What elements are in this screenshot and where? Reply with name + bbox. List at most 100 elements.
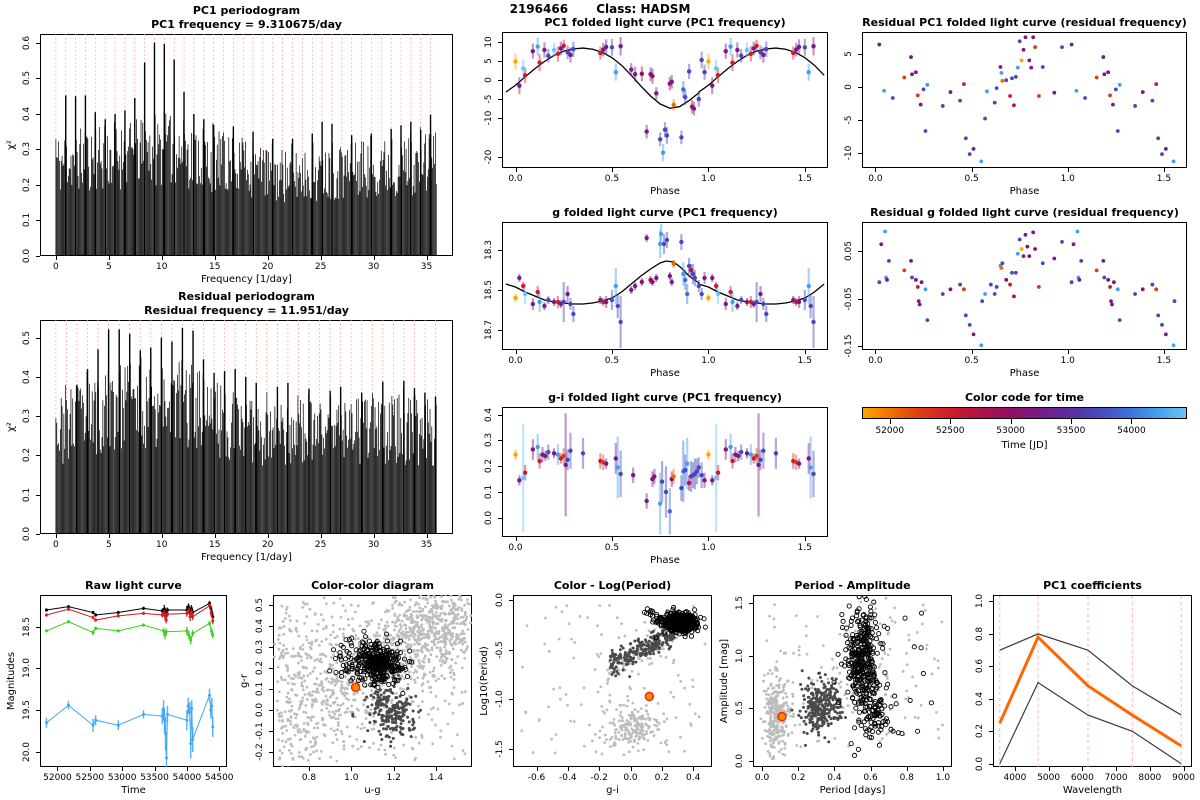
time_legend-tick-label: 53500 [1056, 426, 1086, 436]
raw_light_curve-title: Raw light curve [85, 579, 182, 592]
residual_periodogram-title-sub: Residual frequency = 11.951/day [144, 304, 349, 317]
residual_pc1_folded-x-tickmark [971, 168, 973, 172]
residual_pc1_folded-y-tick-label: 0 [844, 83, 854, 90]
raw_light_curve-x-tickmark [154, 767, 156, 771]
pc1_periodogram-x-tick-label: 30 [367, 262, 380, 272]
time_legend-gradient-bar [862, 407, 1187, 419]
raw_light_curve-canvas [40, 595, 227, 767]
period_amplitude-x-tickmark [942, 767, 944, 771]
residual_periodogram-x-tickmark [108, 534, 110, 538]
color_logperiod-x-tick-label: 0.4 [686, 773, 701, 783]
pc1_periodogram-x-tickmark [55, 256, 57, 260]
raw_light_curve-y-tickmark [36, 668, 40, 670]
residual_pc1_folded-y-tickmark [858, 86, 862, 88]
residual_pc1_folded-x-tickmark [1067, 168, 1069, 172]
pc1_coefficients-canvas [993, 595, 1192, 767]
pc1_folded-x-tickmark [515, 168, 517, 172]
residual_pc1_folded-x-axis-label: Phase [1009, 186, 1040, 197]
gi_folded-x-tick-label: 0.0 [508, 543, 523, 553]
color_color-y-tickmark [269, 710, 273, 712]
pc1_folded-y-tickmark [498, 79, 502, 81]
pc1_periodogram-x-tickmark [267, 256, 269, 260]
pc1_folded-x-tick-label: 0.0 [508, 174, 523, 184]
time_legend-tick-label: 53000 [996, 426, 1025, 436]
pc1_coefficients-x-tick-label: 8000 [1138, 773, 1162, 783]
pc1_periodogram-x-tick-label: 5 [105, 262, 112, 272]
color_color-y-tick-label: 0.5 [255, 598, 265, 613]
figure-title: 2196466 Class: HADSM [300, 2, 900, 16]
residual_pc1_folded-canvas [862, 32, 1187, 168]
gi_folded-canvas [502, 407, 828, 537]
period_amplitude-x-tick-label: 0.8 [899, 773, 914, 783]
period_amplitude-y-tick-label: 1.0 [735, 648, 745, 663]
pc1_coefficients-y-tickmark [989, 633, 993, 635]
pc1_periodogram-y-tick-label: 0.5 [22, 71, 32, 86]
residual_pc1_folded-x-tick-label: 0.5 [964, 174, 979, 184]
gi_folded-x-tickmark [708, 537, 710, 541]
pc1_coefficients-x-tickmark [1082, 767, 1084, 771]
residual_pc1_folded-x-tick-label: 0.0 [868, 174, 883, 184]
time_legend-tick-label: 52500 [935, 426, 965, 436]
pc1_periodogram-y-tickmark [36, 42, 40, 44]
object-id: 2196466 [509, 2, 569, 16]
raw_light_curve-x-tick-label: 53000 [107, 773, 137, 783]
color_logperiod-x-tickmark [599, 767, 601, 771]
residual_periodogram-x-tick-label: 35 [420, 540, 433, 550]
pc1_coefficients-x-tickmark [1116, 767, 1118, 771]
residual_periodogram-y-tickmark [36, 494, 40, 496]
g_folded-x-tickmark [708, 350, 710, 354]
period_amplitude-x-tickmark [906, 767, 908, 771]
residual_periodogram-y-tick-label: 0.3 [22, 409, 32, 424]
period_amplitude-x-tickmark [870, 767, 872, 771]
raw_light_curve-y-tickmark [36, 751, 40, 753]
color_logperiod-y-tick-label: 0.0 [495, 592, 505, 608]
residual_periodogram-y-tick-label: 0.4 [22, 369, 32, 385]
pc1_folded-y-tickmark [498, 156, 502, 158]
residual_pc1_folded-y-tick-label: 5 [844, 50, 854, 57]
class-label: Class: HADSM [596, 2, 691, 16]
pc1_coefficients-x-tick-label: 6000 [1070, 773, 1094, 783]
time_legend-tickmark [1010, 419, 1012, 424]
g_folded-title: g folded light curve (PC1 frequency) [552, 206, 778, 219]
color_logperiod-x-tickmark [661, 767, 663, 771]
g_folded-x-tick-label: 1.5 [797, 356, 812, 366]
period_amplitude-x-tickmark [762, 767, 764, 771]
pc1_coefficients-y-tickmark [989, 731, 993, 733]
pc1_periodogram-x-tick-label: 10 [156, 262, 168, 272]
time_legend-tickmark [889, 419, 891, 424]
residual_g_folded-x-axis-label: Phase [1009, 368, 1040, 379]
pc1_folded-title: PC1 folded light curve (PC1 frequency) [544, 16, 786, 29]
pc1_periodogram-x-tickmark [108, 256, 110, 260]
raw_light_curve-y-tickmark [36, 626, 40, 628]
gi_folded-y-tickmark [498, 491, 502, 493]
residual_g_folded-x-tick-label: 0.0 [868, 356, 883, 366]
pc1_folded-canvas [502, 32, 828, 168]
color_logperiod-x-tickmark [536, 767, 538, 771]
period_amplitude-y-tickmark [749, 760, 753, 762]
residual_pc1_folded-x-tickmark [875, 168, 877, 172]
g_folded-y-tickmark [498, 250, 502, 251]
time_legend-tickmark [1071, 419, 1072, 424]
pc1_folded-y-tickmark [498, 99, 502, 101]
color_color-y-tickmark [269, 689, 273, 691]
g_folded-x-axis-label: Phase [650, 368, 680, 379]
g_folded-y-tickmark [498, 290, 502, 291]
pc1_coefficients-y-tick-label: 0.8 [975, 626, 985, 642]
color_logperiod-x-tickmark [693, 767, 695, 771]
residual_periodogram-x-tickmark [426, 534, 428, 538]
residual_periodogram-y-tickmark [36, 534, 40, 535]
raw_light_curve-x-tickmark [122, 767, 124, 771]
color_logperiod-title: Color - Log(Period) [553, 579, 672, 592]
residual_periodogram-y-tick-label: 0.1 [22, 487, 32, 502]
time_legend-title: Color code for time [964, 391, 1084, 404]
color_color-y-tickmark [269, 647, 273, 649]
residual_pc1_folded-y-tick-label: -5 [844, 115, 854, 125]
pc1_folded-x-tickmark [708, 168, 710, 172]
residual_periodogram-x-tickmark [320, 534, 322, 538]
residual_pc1_folded-x-tick-label: 1.0 [1060, 174, 1075, 184]
residual_periodogram-title: Residual periodogram [178, 290, 315, 303]
pc1_periodogram-y-tickmark [36, 78, 40, 80]
g_folded-y-tick-label: 18.3 [484, 239, 494, 261]
pc1_periodogram-y-tick-label: 0.6 [22, 35, 32, 51]
residual_periodogram-x-tickmark [214, 534, 216, 538]
